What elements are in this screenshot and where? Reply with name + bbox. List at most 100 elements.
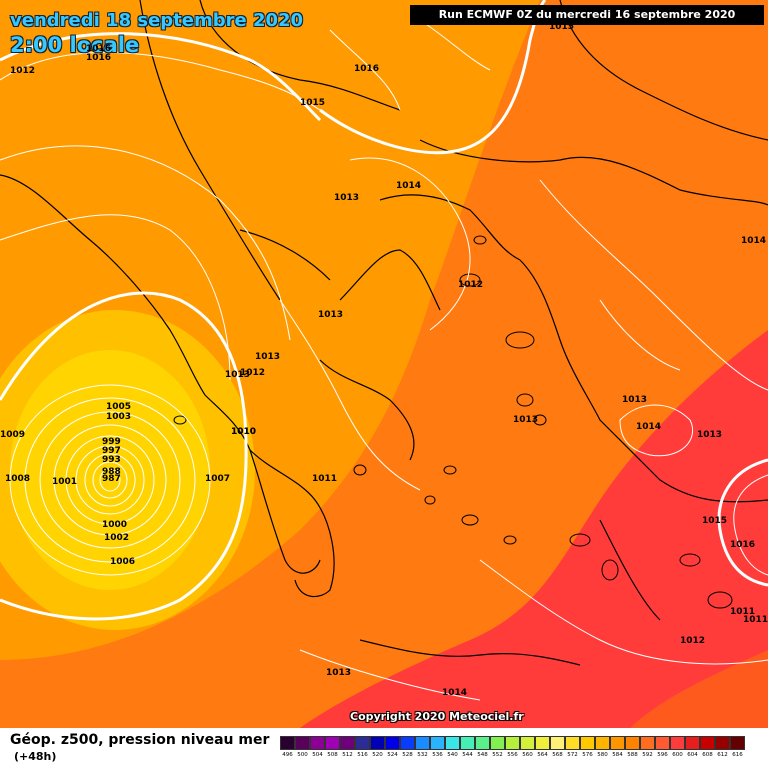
pressure-label: 997 [102,446,121,456]
pressure-label: 1013 [622,395,648,405]
pressure-label: 1016 [730,540,756,550]
pressure-label: 1014 [396,181,422,191]
scale-value-label: 616 [732,752,743,758]
scale-swatch [610,736,625,750]
scale-value-label: 592 [642,752,653,758]
forecast-time-title: 2:00 locale [10,33,140,57]
pressure-label: 1000 [102,520,128,530]
scale-swatch [430,736,445,750]
scale-value-label: 568 [552,752,563,758]
pressure-label: 1011 [730,607,756,617]
pressure-label: 988 [102,467,121,477]
scale-swatch [640,736,655,750]
pressure-label: 1014 [442,688,468,698]
scale-swatch [415,736,430,750]
forecast-map: vendredi 18 septembre 2020 2:00 locale R… [0,0,768,728]
scale-value-label: 552 [492,752,503,758]
pressure-label: 1013 [513,415,539,425]
coastlines [0,0,768,666]
pressure-label: 1011 [743,615,768,625]
pressure-label: 1011 [312,474,338,484]
scale-swatch [685,736,700,750]
scale-swatch [565,736,580,750]
pressure-label: 1006 [110,557,136,567]
scale-swatch [595,736,610,750]
pressure-label: 1008 [5,474,31,484]
pressure-label: 1015 [702,516,728,526]
color-scale-labels: 496 500 504 508 512 516 520 524 528 532 536 540 544 5… [280,752,745,758]
scale-swatch [520,736,535,750]
scale-value-label: 500 [297,752,308,758]
scale-value-label: 564 [537,752,548,758]
scale-swatch [385,736,400,750]
scale-swatch [460,736,475,750]
scale-swatch [580,736,595,750]
scale-swatch [670,736,685,750]
scale-value-label: 572 [567,752,578,758]
pressure-label: 1001 [52,477,78,487]
scale-value-label: 508 [327,752,338,758]
pressure-label: 1013 [334,193,360,203]
scale-value-label: 512 [342,752,353,758]
map-canvas [0,0,768,728]
scale-swatch [340,736,355,750]
pressure-label: 999 [102,437,121,447]
forecast-date-title: vendredi 18 septembre 2020 [10,10,304,31]
red-band [300,330,768,728]
scale-swatch [505,736,520,750]
pressure-label: 1003 [106,412,132,422]
pressure-label: 1013 [697,430,723,440]
scale-value-label: 576 [582,752,593,758]
scale-value-label: 580 [597,752,608,758]
pressure-label: 1012 [680,636,706,646]
scale-value-label: 612 [717,752,728,758]
red-dark-band [630,650,768,728]
scale-value-label: 544 [462,752,473,758]
pressure-label: 1016 [354,64,380,74]
islands [173,235,733,609]
scale-value-label: 520 [372,752,383,758]
variable-name: Géop. z500, pression niveau mer [10,732,270,748]
scale-swatch [730,736,745,750]
scale-value-label: 524 [387,752,398,758]
scale-value-label: 504 [312,752,323,758]
scale-value-label: 556 [507,752,518,758]
pressure-label: 993 [102,455,121,465]
pressure-label: 1013 [318,310,344,320]
scale-swatch [625,736,640,750]
pressure-label: 1010 [231,427,257,437]
scale-value-label: 496 [282,752,293,758]
pressure-label: 1016 [86,44,112,54]
scale-value-label: 532 [417,752,428,758]
scale-value-label: 604 [687,752,698,758]
scale-swatch [295,736,310,750]
scale-swatch [445,736,460,750]
scale-swatch [355,736,370,750]
scale-swatch [490,736,505,750]
pressure-label: 1014 [636,422,662,432]
pressure-label: 1014 [741,236,767,246]
pressure-label: 1013 [326,668,352,678]
scale-value-label: 588 [627,752,638,758]
run-info-banner: Run ECMWF 0Z du mercredi 16 septembre 20… [410,5,764,25]
scale-swatch [550,736,565,750]
scale-swatch [400,736,415,750]
scale-value-label: 560 [522,752,533,758]
scale-swatch [280,736,295,750]
pressure-label: 1012 [458,280,484,290]
pressure-label: 1012 [240,368,266,378]
color-scale [280,736,745,750]
pressure-label: 1002 [104,533,130,543]
scale-swatch [700,736,715,750]
pressure-label: 1007 [205,474,231,484]
scale-value-label: 596 [657,752,668,758]
scale-value-label: 600 [672,752,683,758]
pressure-label: 1009 [0,430,26,440]
legend-footer: Géop. z500, pression niveau mer (+48h) 4… [0,728,768,768]
pressure-label: 1012 [10,66,36,76]
scale-swatch [535,736,550,750]
copyright-notice: Copyright 2020 Meteociel.fr [350,710,524,723]
pressure-label: 1016 [86,53,112,63]
scale-swatch [655,736,670,750]
scale-value-label: 540 [447,752,458,758]
